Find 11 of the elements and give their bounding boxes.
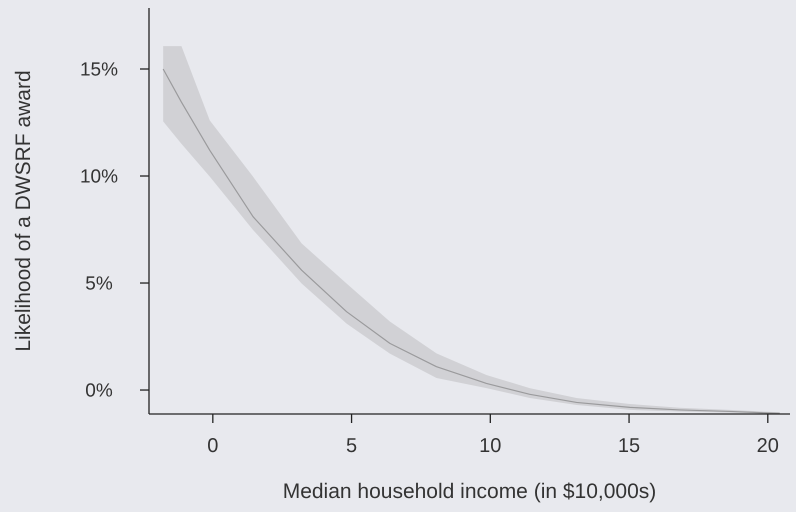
y-tick-label: 5%	[85, 274, 113, 295]
x-tick-label: 0	[207, 435, 218, 457]
x-tick-label: 15	[618, 435, 640, 457]
x-axis-title: Median household income (in $10,000s)	[282, 480, 656, 503]
x-tick-label: 20	[756, 435, 779, 457]
y-tick-label: 0%	[85, 380, 113, 402]
y-tick-label: 15%	[80, 60, 118, 81]
x-tick-label: 10	[479, 435, 502, 457]
y-tick-label: 10%	[80, 166, 118, 188]
x-tick-label: 5	[346, 435, 358, 457]
y-axis-title: Likelihood of a DWSRF award	[12, 70, 35, 352]
